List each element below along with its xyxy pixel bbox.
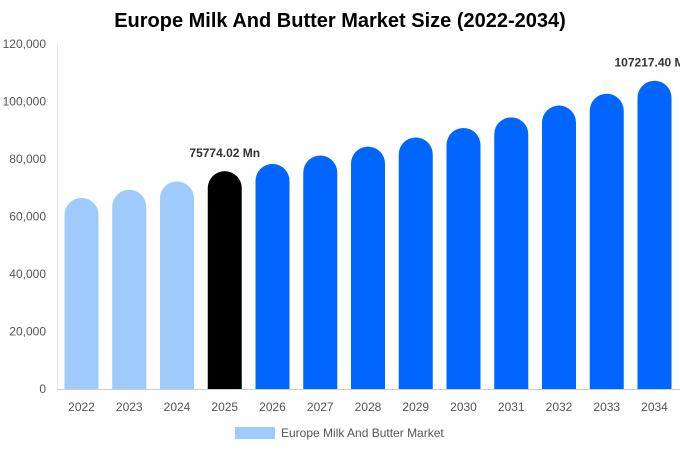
x-tick-label: 2027 — [307, 400, 334, 414]
bar-2026[interactable] — [255, 163, 290, 389]
data-label: 107217.40 Mn — [615, 56, 680, 70]
x-tick-label: 2029 — [402, 400, 429, 414]
x-tick-label: 2030 — [450, 400, 477, 414]
x-tick-label: 2031 — [498, 400, 525, 414]
legend-swatch — [235, 427, 275, 439]
x-tick-label: 2026 — [259, 400, 286, 414]
annotations: 75774.02 Mn 107217.40 Mn — [189, 56, 680, 160]
bar-2022[interactable] — [64, 197, 99, 389]
x-tick-label: 2033 — [593, 400, 620, 414]
y-tick-label: 0 — [39, 382, 46, 396]
bar-2033[interactable] — [589, 93, 624, 390]
x-tick-label: 2028 — [355, 400, 382, 414]
bar-2029[interactable] — [398, 137, 433, 389]
y-tick-label: 40,000 — [9, 267, 46, 281]
y-tick-label: 20,000 — [9, 325, 46, 339]
legend[interactable]: Europe Milk And Butter Market — [235, 426, 444, 440]
y-tick-label: 60,000 — [9, 210, 46, 224]
chart-title: Europe Milk And Butter Market Size (2022… — [114, 10, 566, 32]
y-tick-label: 80,000 — [9, 152, 46, 166]
bar-2027[interactable] — [303, 155, 338, 389]
bar-2025[interactable] — [207, 171, 242, 389]
bar-2023[interactable] — [112, 189, 147, 389]
x-tick-label: 2025 — [211, 400, 238, 414]
x-tick-label: 2022 — [68, 400, 95, 414]
y-tick-label: 120,000 — [3, 37, 47, 51]
bar-2024[interactable] — [160, 181, 194, 389]
x-tick-label: 2034 — [641, 400, 668, 414]
x-tick-label: 2032 — [546, 400, 573, 414]
bar-2034[interactable] — [637, 80, 672, 390]
bar-2030[interactable] — [446, 127, 481, 389]
bars — [64, 80, 672, 390]
legend-label: Europe Milk And Butter Market — [281, 426, 444, 440]
x-tick-label: 2023 — [116, 400, 143, 414]
bar-2028[interactable] — [351, 146, 385, 389]
bar-2032[interactable] — [542, 105, 576, 390]
y-axis: 0 20,000 40,000 60,000 80,000 100,000 120,000 — [3, 37, 47, 396]
x-axis: 2022 2023 2024 2025 2026 2027 2028 2029 2030 2031… — [68, 400, 668, 414]
bar-2031[interactable] — [494, 117, 529, 389]
y-tick-label: 100,000 — [3, 95, 47, 109]
data-label: 75774.02 Mn — [189, 146, 260, 160]
x-tick-label: 2024 — [164, 400, 191, 414]
